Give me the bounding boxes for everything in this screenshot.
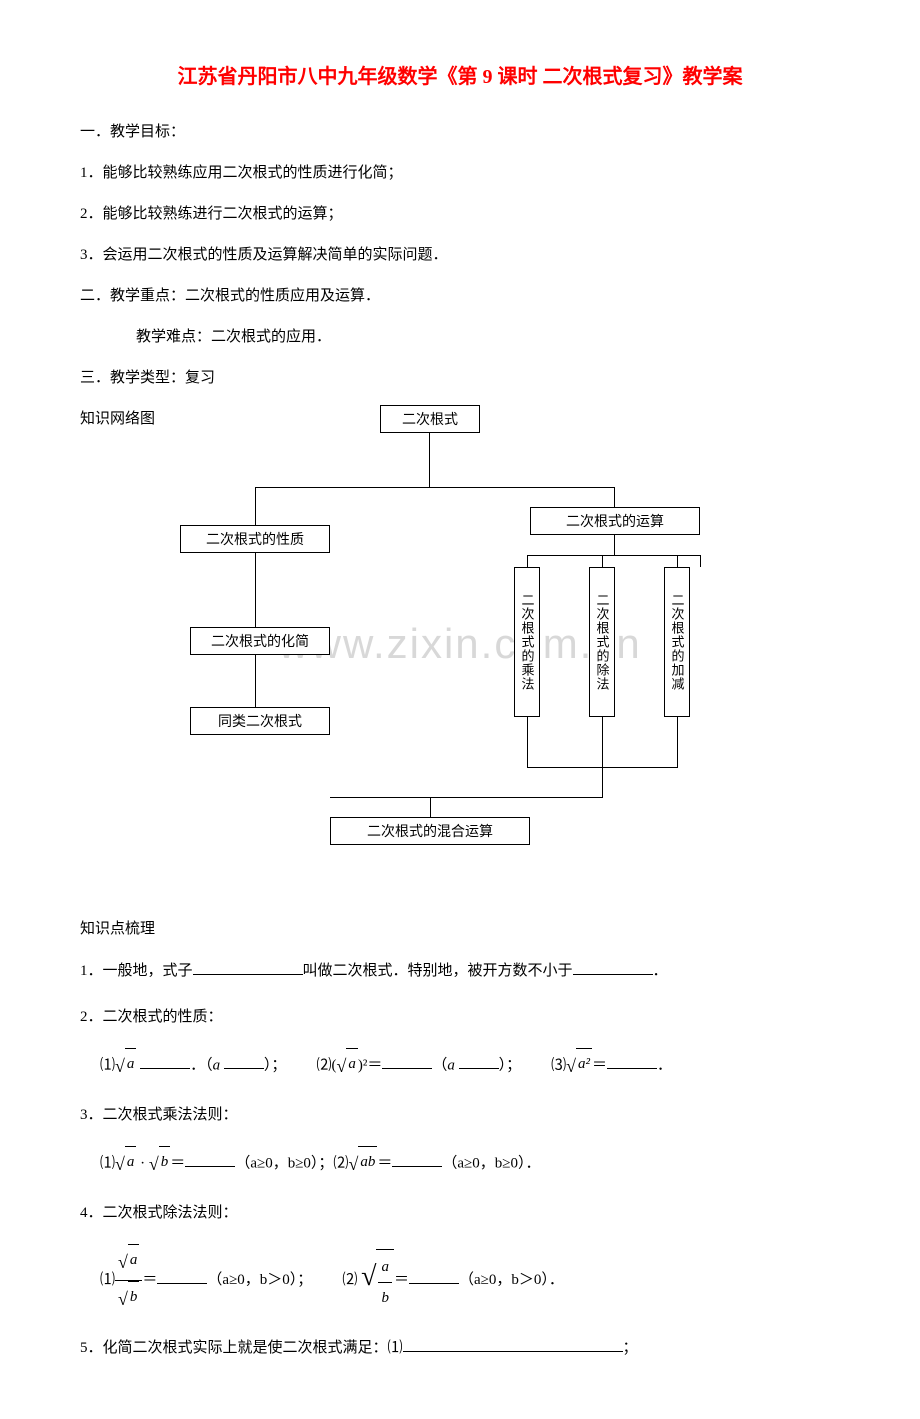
node-v1: 二次根式的乘法 [514,567,540,717]
connector [527,555,528,567]
connector [614,487,615,507]
node-root: 二次根式 [380,405,480,433]
goal-1: 1．能够比较熟练应用二次根式的性质进行化简； [80,160,840,187]
connector [602,717,603,797]
knowledge-3-sub: ⑴√a · √b＝（a≥0，b≥0）；⑵√ab＝（a≥0，b≥0）． [100,1146,840,1182]
document-content: 江苏省丹阳市八中九年级数学《第 9 课时 二次根式复习》教学案 一．教学目标： … [80,60,840,1363]
node-left-2: 二次根式的化简 [190,627,330,655]
section-1-head: 一．教学目标： [80,119,840,146]
node-v2: 二次根式的除法 [589,567,615,717]
section-2: 二．教学重点：二次根式的性质应用及运算． [80,283,840,310]
knowledge-2-sub: ⑴√a ．（a ）； ⑵(√a)²＝（a ）； ⑶√a²＝． [100,1048,840,1084]
page-title: 江苏省丹阳市八中九年级数学《第 9 课时 二次根式复习》教学案 [80,60,840,89]
section-3: 三．教学类型：复习 [80,365,840,392]
node-left-3: 同类二次根式 [190,707,330,735]
connector [677,717,678,767]
connector [255,655,256,707]
connector [602,555,603,567]
flowchart: 二次根式 二次根式的运算 二次根式的性质 二次根式的化简 同类二次根式 二次根式… [80,447,840,887]
connector [430,797,431,817]
connector [700,555,701,567]
knowledge-4: 4．二次根式除法法则： [80,1198,840,1228]
knowledge-1: 1．一般地，式子叫做二次根式．特别地，被开方数不小于． [80,956,840,986]
node-v3: 二次根式的加减 [664,567,690,717]
knowledge-2: 2．二次根式的性质： [80,1002,840,1032]
node-left-1: 二次根式的性质 [180,525,330,553]
connector [527,767,678,768]
section-2-sub: 教学难点：二次根式的应用． [136,324,840,351]
knowledge-4-sub: ⑴√a√b＝（a≥0，b＞0）； ⑵ √ab＝（a≥0，b＞0）． [100,1244,840,1317]
knowledge-5: 5．化简二次根式实际上就是使二次根式满足：⑴； [80,1333,840,1363]
connector [255,553,256,627]
connector [527,717,528,767]
connector [677,555,678,567]
connector [330,797,603,798]
node-bottom: 二次根式的混合运算 [330,817,530,845]
connector [614,535,615,555]
connector [527,555,701,556]
goal-2: 2．能够比较熟练进行二次根式的运算； [80,201,840,228]
knowledge-3: 3．二次根式乘法法则： [80,1100,840,1130]
node-right-head: 二次根式的运算 [530,507,700,535]
knowledge-title: 知识点梳理 [80,917,840,938]
connector [429,433,430,487]
connector [255,487,615,488]
goal-3: 3．会运用二次根式的性质及运算解决简单的实际问题． [80,242,840,269]
connector [255,487,256,525]
